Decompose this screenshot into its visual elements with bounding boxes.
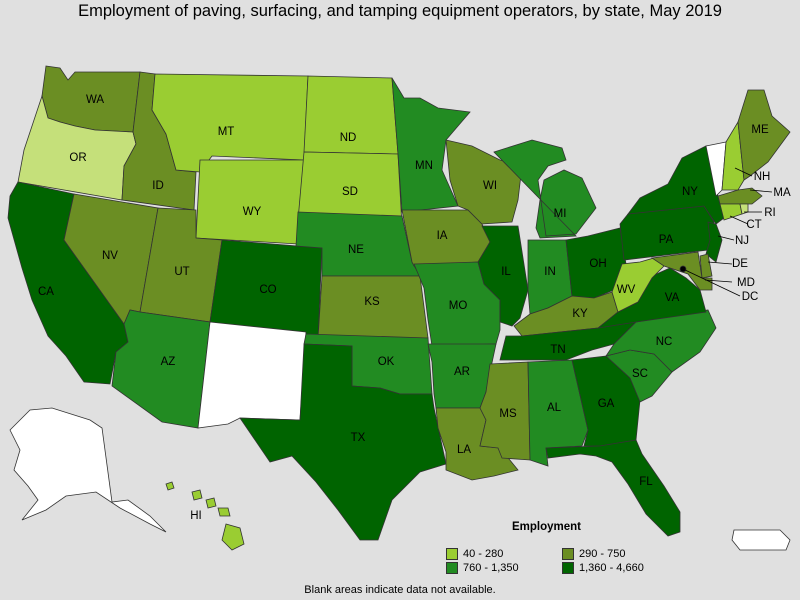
label-ks: KS <box>364 296 380 308</box>
label-ms: MS <box>499 408 517 420</box>
label-wy: WY <box>243 206 262 218</box>
state-ak[interactable] <box>9 407 167 533</box>
label-or: OR <box>69 152 86 164</box>
label-wi: WI <box>483 180 497 192</box>
state-fl[interactable] <box>545 439 681 537</box>
label-il: IL <box>501 266 511 278</box>
legend-label-2: 290 - 750 <box>579 548 626 560</box>
legend-title: Employment <box>512 521 582 533</box>
label-mt: MT <box>218 126 235 138</box>
legend-label-1: 40 - 280 <box>463 548 504 560</box>
label-mi: MI <box>554 208 567 220</box>
legend-item-3: 760 - 1,350 <box>446 562 519 574</box>
label-va: VA <box>665 292 680 304</box>
state-mt[interactable] <box>151 73 309 173</box>
label-mn: MN <box>415 160 433 172</box>
label-nv: NV <box>102 250 118 262</box>
map-title: Employment of paving, surfacing, and tam… <box>78 2 722 20</box>
legend-item-4: 1,360 - 4,660 <box>562 562 644 574</box>
state-ct[interactable] <box>719 203 743 221</box>
label-nh: NH <box>754 171 771 183</box>
label-ok: OK <box>378 356 395 368</box>
label-ut: UT <box>174 266 189 278</box>
label-pa: PA <box>659 234 674 246</box>
label-fl: FL <box>639 476 653 488</box>
state-pr[interactable] <box>731 529 791 551</box>
label-wv: WV <box>617 284 636 296</box>
state-az[interactable] <box>111 309 211 429</box>
legend-label-3: 760 - 1,350 <box>463 562 519 574</box>
label-dc: DC <box>742 291 759 303</box>
state-il[interactable] <box>477 225 529 327</box>
label-sd: SD <box>342 186 358 198</box>
state-nh[interactable] <box>721 120 745 191</box>
legend-swatch-4 <box>562 562 574 574</box>
label-de: DE <box>732 258 748 270</box>
label-la: LA <box>457 444 471 456</box>
label-tn: TN <box>550 344 565 356</box>
state-hi[interactable] <box>165 481 245 551</box>
label-nj: NJ <box>735 235 749 247</box>
state-tx[interactable] <box>239 343 447 541</box>
label-hi: HI <box>190 510 202 522</box>
state-de[interactable] <box>699 253 713 279</box>
legend-swatch-1 <box>446 548 458 560</box>
label-ar: AR <box>454 366 470 378</box>
label-ky: KY <box>572 308 588 320</box>
state-nm[interactable] <box>197 321 307 429</box>
label-ga: GA <box>598 398 615 410</box>
label-co: CO <box>259 284 276 296</box>
legend-item-1: 40 - 280 <box>446 548 503 560</box>
label-nc: NC <box>656 336 673 348</box>
label-tx: TX <box>351 432 366 444</box>
label-ia: IA <box>437 230 448 242</box>
label-oh: OH <box>589 258 606 270</box>
footnote: Blank areas indicate data not available. <box>304 584 496 596</box>
label-al: AL <box>547 402 562 414</box>
label-in: IN <box>544 266 556 278</box>
label-sc: SC <box>632 368 648 380</box>
label-me: ME <box>751 124 769 136</box>
label-id: ID <box>152 180 164 192</box>
label-ma: MA <box>773 187 791 199</box>
state-wy[interactable] <box>195 159 305 245</box>
label-ne: NE <box>348 244 364 256</box>
state-mi[interactable] <box>493 139 597 239</box>
label-ct: CT <box>746 219 761 231</box>
state-me[interactable] <box>737 89 791 181</box>
label-ri: RI <box>764 207 776 219</box>
state-pa[interactable] <box>619 205 715 261</box>
label-ny: NY <box>682 186 698 198</box>
legend-item-2: 290 - 750 <box>562 548 625 560</box>
label-az: AZ <box>161 356 176 368</box>
label-mo: MO <box>449 300 468 312</box>
legend-swatch-3 <box>446 562 458 574</box>
label-md: MD <box>737 277 755 289</box>
legend-swatch-2 <box>562 548 574 560</box>
label-nd: ND <box>340 132 357 144</box>
legend-label-4: 1,360 - 4,660 <box>579 562 644 574</box>
state-nj[interactable] <box>705 221 723 263</box>
label-ca: CA <box>38 286 54 298</box>
label-wa: WA <box>86 94 104 106</box>
